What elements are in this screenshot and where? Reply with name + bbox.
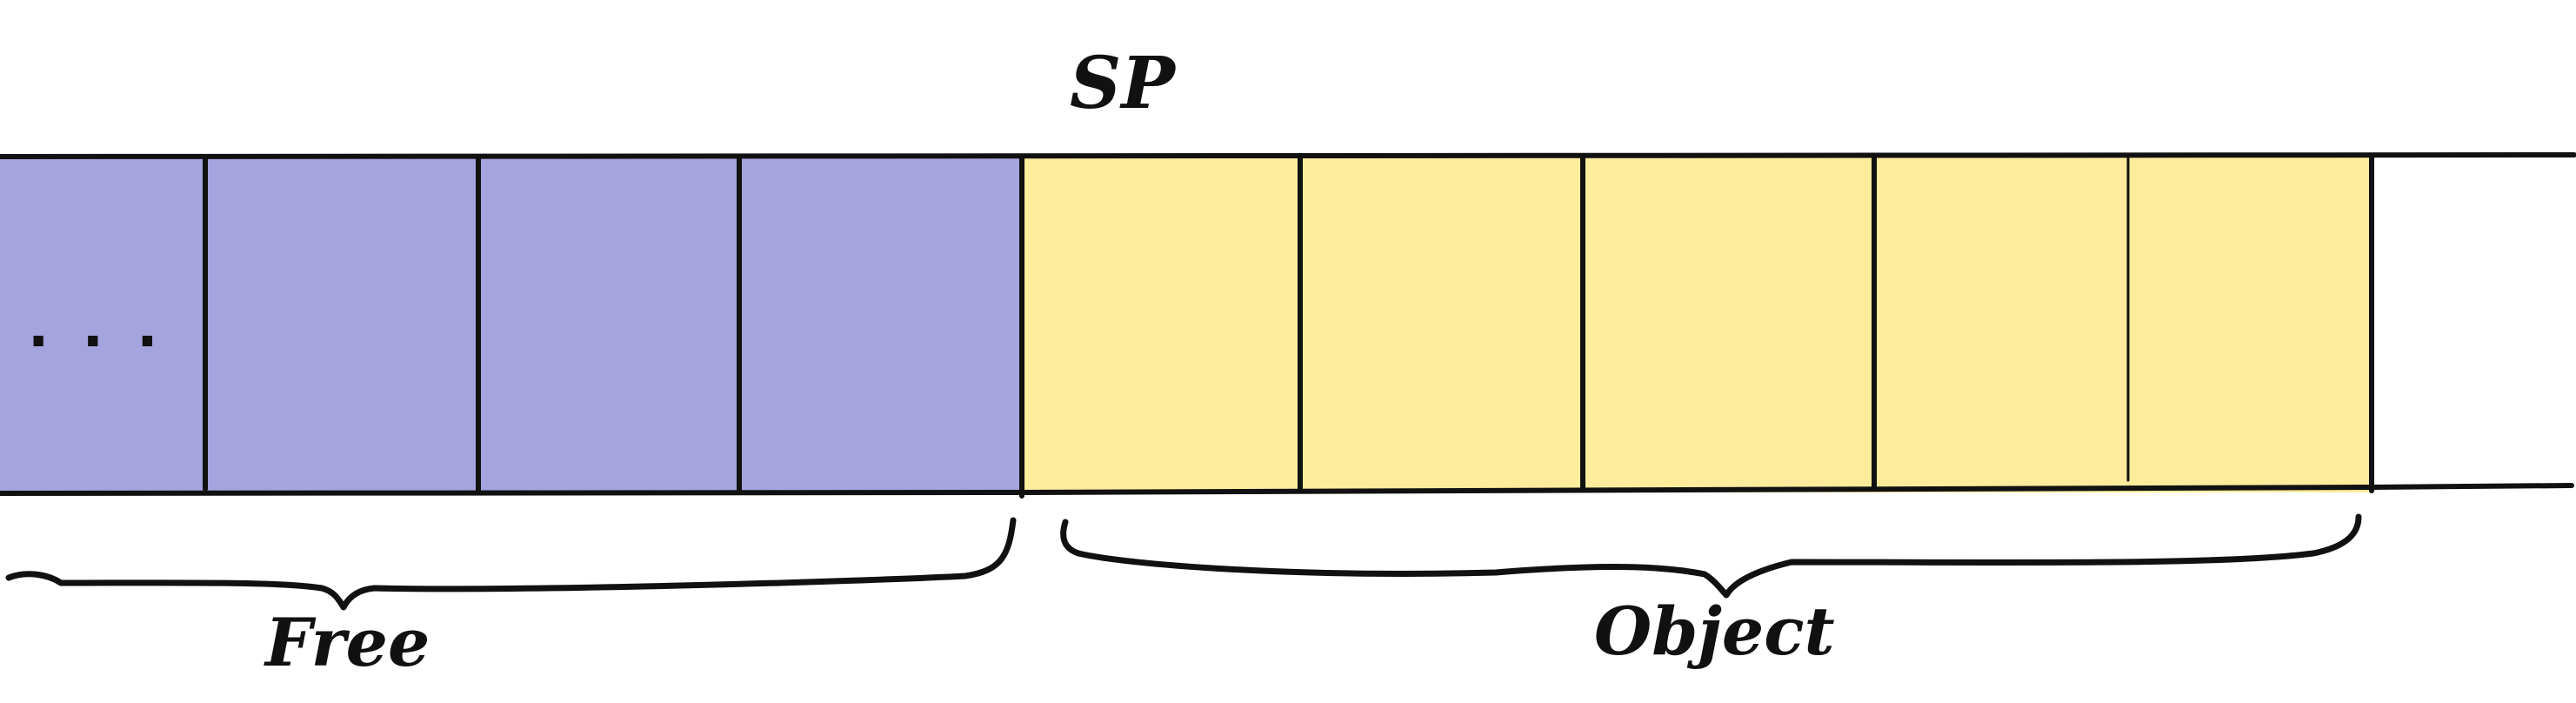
object-brace [1060, 513, 2362, 599]
bottom-border [0, 483, 2574, 496]
free-brace [5, 517, 1017, 611]
cell-object-3 [1583, 157, 1874, 492]
cell-borders [0, 152, 2576, 499]
cell-object-5 [2128, 157, 2372, 492]
ellipsis-label: . . . [28, 296, 165, 360]
cell-free-1 [205, 157, 478, 492]
cell-free-3 [739, 157, 1022, 492]
memory-cells [0, 157, 2372, 492]
cell-free-2 [478, 157, 739, 492]
sp-pointer-label: SP [1070, 42, 1177, 125]
top-border [0, 152, 2576, 159]
cell-ellipsis [0, 157, 205, 492]
object-label: Object [1594, 593, 1835, 670]
cell-object-2 [1300, 157, 1583, 492]
cell-object-4 [1874, 157, 2128, 492]
cell-object-1 [1022, 157, 1300, 492]
free-label: Free [264, 604, 430, 681]
